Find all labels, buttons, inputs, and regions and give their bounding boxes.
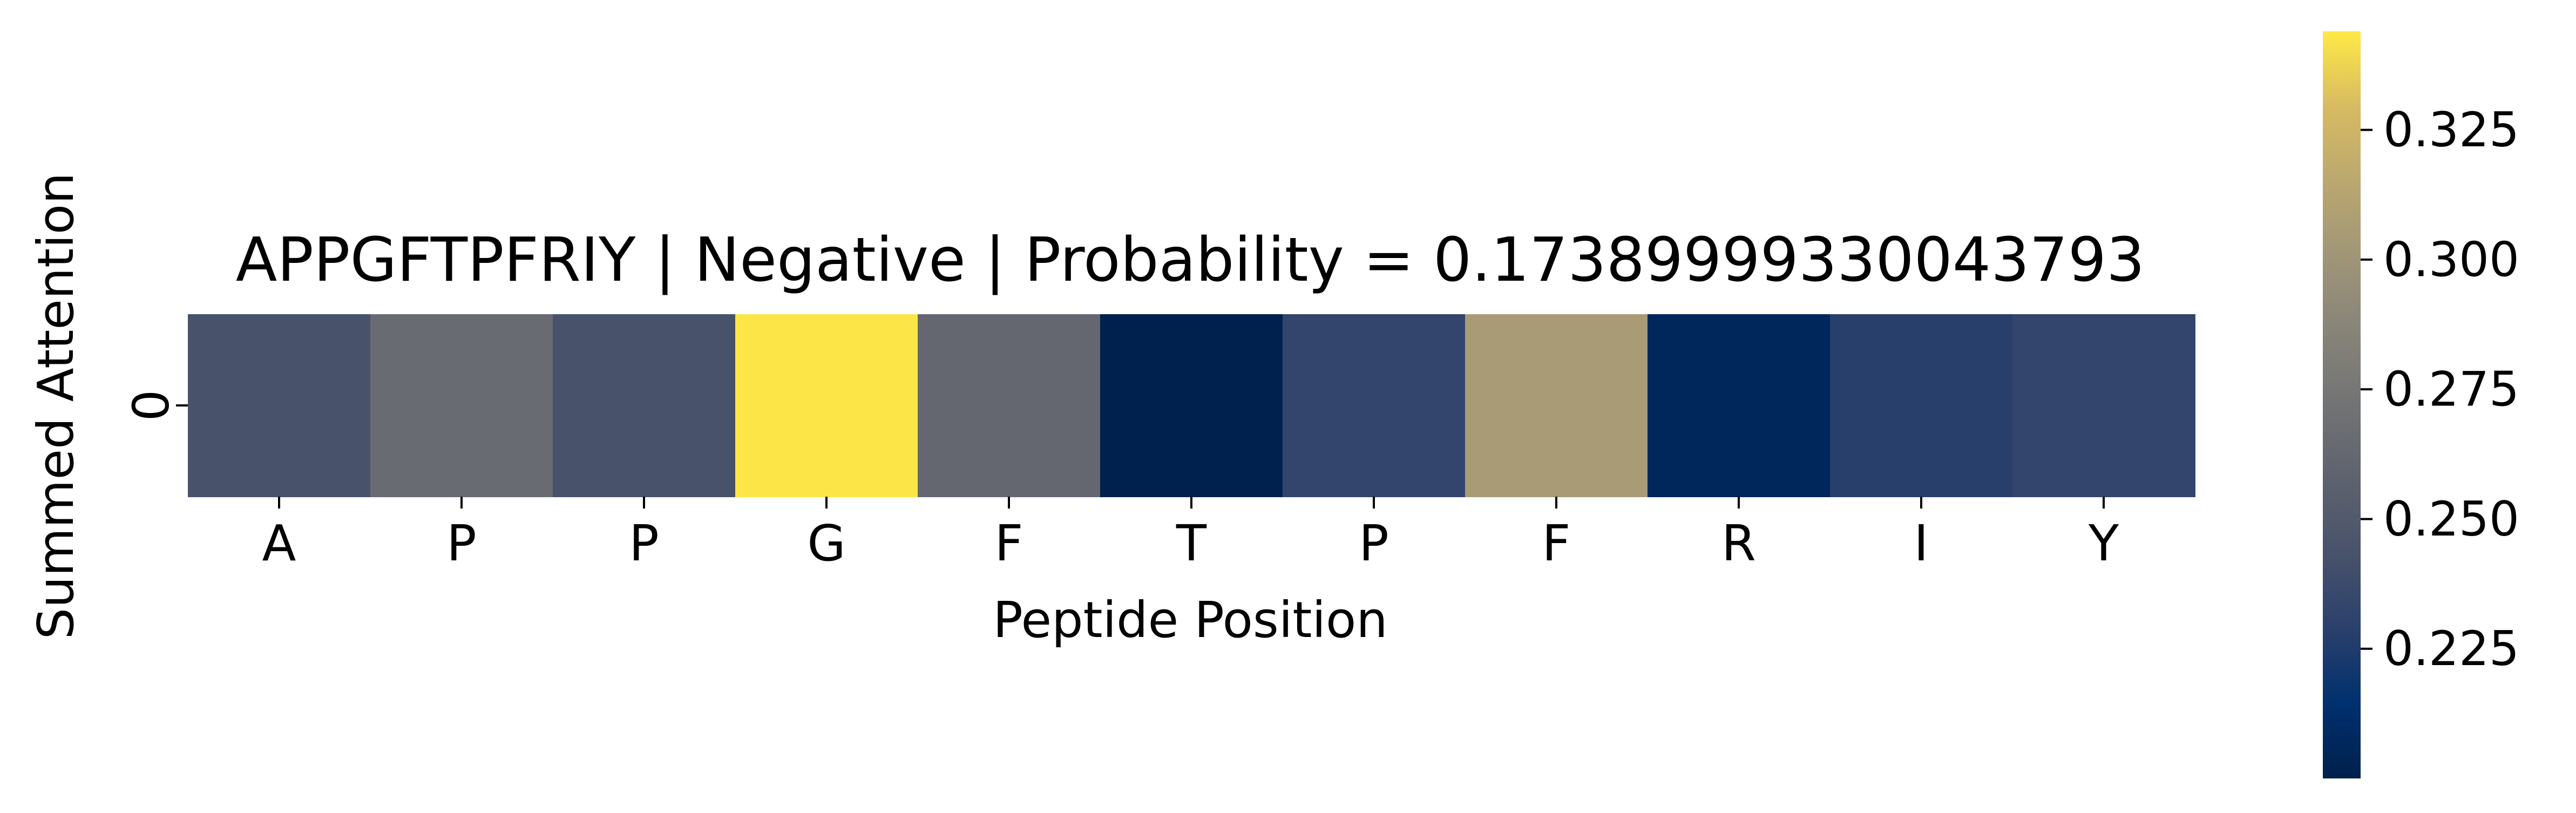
y-tick-label: 0 — [123, 390, 180, 422]
x-tick-label: I — [1914, 514, 1928, 572]
colorbar-tick-label: 0.275 — [2383, 362, 2519, 417]
heatmap-cell — [553, 314, 736, 497]
colorbar-tick-label: 0.250 — [2383, 491, 2519, 547]
heatmap-cell — [918, 314, 1101, 497]
y-axis-label: Summed Attention — [27, 173, 85, 640]
x-tick-label: Y — [2088, 514, 2119, 572]
colorbar-tick-label: 0.225 — [2383, 621, 2519, 676]
heatmap-cell — [370, 314, 553, 497]
x-tick-label: P — [629, 514, 659, 572]
heatmap-cell — [1465, 314, 1648, 497]
colorbar — [2323, 31, 2361, 778]
x-tick-label: T — [1176, 514, 1207, 572]
colorbar-tick-label: 0.300 — [2383, 232, 2519, 287]
heatmap-cell — [1283, 314, 1466, 497]
x-tick-label: G — [807, 514, 845, 572]
x-tick-label: R — [1721, 514, 1756, 572]
colorbar-tick-label: 0.325 — [2383, 102, 2519, 158]
heatmap-cell — [1830, 314, 2013, 497]
x-tick-label: F — [995, 514, 1023, 572]
heatmap-cell — [2012, 314, 2195, 497]
x-axis-label: Peptide Position — [993, 591, 1387, 649]
x-tick-label: P — [1359, 514, 1388, 572]
x-tick-label: P — [446, 514, 476, 572]
heatmap-cell — [1648, 314, 1831, 497]
heatmap-cell — [188, 314, 371, 497]
x-tick-label: F — [1542, 514, 1571, 572]
heatmap-cells — [188, 314, 2195, 497]
colorbar-ticks: 0.225 0.250 0.275 0.300 0.325 — [2361, 102, 2519, 676]
heatmap-cell — [735, 314, 918, 497]
chart-title: APPGFTPFRIY | Negative | Probability = 0… — [236, 225, 2145, 295]
y-axis-ticks: 0 — [123, 390, 188, 422]
heatmap-cell — [1100, 314, 1283, 497]
x-tick-label: A — [262, 514, 296, 572]
